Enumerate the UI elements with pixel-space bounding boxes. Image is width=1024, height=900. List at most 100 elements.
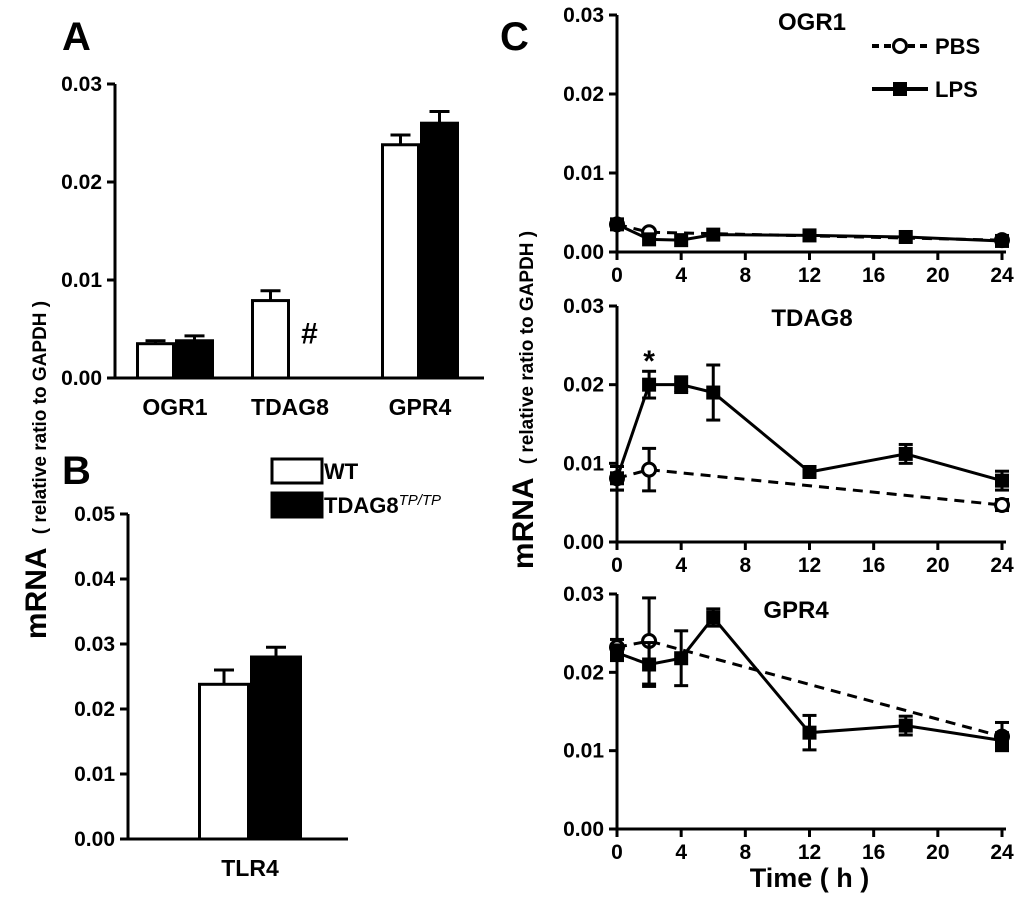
ab-y-axis-label: mRNA ( relative ratio to GAPDH ) xyxy=(20,301,53,639)
panel-c2-x-tick-label: 4 xyxy=(675,554,687,577)
data-point-lps xyxy=(610,471,624,486)
bar-ogr1-wt xyxy=(136,342,175,380)
panel-c2-significance-star: * xyxy=(643,345,655,378)
panel-c3-y-tick-label: 0.03 xyxy=(563,583,604,606)
panel-c3-x-tick-label: 8 xyxy=(739,841,751,864)
panel-c1-y-tick-label: 0.01 xyxy=(563,162,604,185)
panel-c2-y-tick-label: 0.01 xyxy=(563,452,604,475)
data-point-lps xyxy=(898,229,913,244)
panel-c-ogr1-chart: 0.00 0.01 0.02 0.03 0 4 8 12 16 20 24 OGR1 xyxy=(563,4,1014,287)
panel-c1-x-tick-label: 8 xyxy=(739,264,751,287)
panel-c3-x-tick-label: 4 xyxy=(675,841,687,864)
legend-marker-pbs xyxy=(892,38,908,54)
data-point-lps xyxy=(674,651,689,666)
x-category-label: GPR4 xyxy=(389,394,452,420)
legend-label-pbs: PBS xyxy=(935,34,980,59)
legend-c: PBS LPS xyxy=(872,34,980,102)
panel-c1-title: OGR1 xyxy=(778,9,846,36)
panel-c2-x-tick-label: 12 xyxy=(798,554,821,577)
data-point-lps xyxy=(995,233,1009,248)
data-point-lps xyxy=(642,657,657,672)
data-point-lps xyxy=(610,645,624,660)
c-y-axis-label: mRNA ( relative ratio to GAPDH ) xyxy=(507,231,540,569)
legend-swatch-mutant xyxy=(270,491,324,519)
data-point-lps xyxy=(898,446,913,461)
legend-label-mutant-sup: TP/TP xyxy=(399,492,442,509)
bar-tlr4-mutant xyxy=(250,655,302,841)
data-point-lps xyxy=(674,377,689,392)
data-point-lps xyxy=(802,464,817,479)
x-axis-label: Time ( h ) xyxy=(750,863,870,893)
panel-c2-y-tick-label: 0.02 xyxy=(563,374,604,397)
bar-ogr1-mutant xyxy=(175,339,214,380)
c-y-axis-label-sub: ( relative ratio to GAPDH ) xyxy=(517,231,538,464)
panel-c2-x-tick-label: 16 xyxy=(862,554,885,577)
panel-c2-x-tick-label: 24 xyxy=(990,554,1014,577)
ab-y-axis-label-sub: ( relative ratio to GAPDH ) xyxy=(30,301,51,534)
panel-a-y-tick-label: 0.01 xyxy=(61,269,102,292)
series-line-pbs xyxy=(616,639,1003,739)
panel-c1-x-tick-label: 16 xyxy=(862,264,885,287)
panel-b-bar-chart: 0.00 0.01 0.02 0.03 0.04 0.05 TLR4 xyxy=(74,503,348,881)
panel-label-a: A xyxy=(62,15,91,59)
significance-hash-annotation: # xyxy=(301,318,318,351)
legend-label-wt: WT xyxy=(324,459,359,484)
data-point-pbs xyxy=(641,461,658,478)
panel-c3-y-tick-label: 0.01 xyxy=(563,740,604,763)
panel-c1-x-tick-label: 20 xyxy=(926,264,949,287)
data-point-lps xyxy=(898,718,913,733)
c-y-axis-label-main: mRNA xyxy=(507,478,540,569)
panel-a-y-tick-label: 0.03 xyxy=(61,73,102,96)
data-point-lps xyxy=(642,377,657,392)
panel-c3-x-tick-label: 12 xyxy=(798,841,821,864)
panel-a-bar-chart: 0.00 0.01 0.02 0.03 OGR1 TDAG8 GPR4 # xyxy=(61,73,484,420)
panel-c-gpr4-chart: 0.00 0.01 0.02 0.03 0 4 8 12 16 20 24 GPR4 Time ( h … xyxy=(563,583,1014,893)
panel-b-y-tick-label: 0.00 xyxy=(74,828,115,851)
panel-a-y-tick-label: 0.02 xyxy=(61,171,102,194)
data-point-pbs xyxy=(994,497,1010,514)
panel-c3-x-tick-label: 0 xyxy=(611,841,623,864)
data-point-lps xyxy=(995,733,1009,748)
panel-b-y-tick-label: 0.03 xyxy=(74,633,115,656)
panel-c-tdag8-chart: 0.00 0.01 0.02 0.03 0 4 8 12 16 20 24 TDAG8 * xyxy=(563,295,1014,577)
bar-gpr4-wt xyxy=(381,143,420,380)
bar-gpr4-mutant xyxy=(420,121,459,380)
panel-c2-x-tick-label: 8 xyxy=(739,554,751,577)
data-point-lps xyxy=(706,227,721,242)
bar-tdag8-wt xyxy=(251,299,290,380)
panel-label-c: C xyxy=(500,15,529,59)
panel-c3-title: GPR4 xyxy=(763,597,829,624)
ab-y-axis-label-main: mRNA xyxy=(20,548,53,639)
x-category-label: OGR1 xyxy=(142,394,207,420)
data-point-lps xyxy=(706,610,721,625)
bar-tlr4-wt xyxy=(198,682,250,841)
panel-b-y-tick-label: 0.05 xyxy=(74,503,115,526)
panel-c1-x-tick-label: 4 xyxy=(675,264,687,287)
panel-c3-x-tick-label: 20 xyxy=(926,841,949,864)
legend-ab: WT TDAG8TP/TP xyxy=(270,457,442,519)
panel-label-b: B xyxy=(62,449,91,493)
panel-b-y-tick-label: 0.01 xyxy=(74,763,115,786)
panel-c3-x-tick-label: 24 xyxy=(990,841,1014,864)
x-category-label: TLR4 xyxy=(221,855,279,881)
panel-c3-x-tick-label: 16 xyxy=(862,841,885,864)
data-point-lps xyxy=(642,232,657,247)
data-point-lps xyxy=(674,233,689,248)
panel-c2-y-tick-label: 0.03 xyxy=(563,295,604,318)
panel-c3-y-tick-label: 0.02 xyxy=(563,661,604,684)
panel-b-y-tick-label: 0.02 xyxy=(74,698,115,721)
x-category-label: TDAG8 xyxy=(251,394,329,420)
panel-c2-y-tick-label: 0.00 xyxy=(563,531,604,554)
data-point-lps xyxy=(802,725,817,740)
legend-swatch-wt xyxy=(270,457,324,485)
panel-c2-title: TDAG8 xyxy=(771,305,852,332)
data-point-lps xyxy=(706,385,721,400)
legend-label-mutant-base: TDAG8 xyxy=(324,493,399,518)
panel-c1-x-tick-label: 0 xyxy=(611,264,623,287)
data-point-lps xyxy=(802,228,817,243)
panel-c1-x-tick-label: 24 xyxy=(990,264,1014,287)
panel-c1-y-tick-label: 0.03 xyxy=(563,4,604,27)
panel-a-y-tick-label: 0.00 xyxy=(61,367,102,390)
panel-c1-y-tick-label: 0.02 xyxy=(563,83,604,106)
panel-c2-x-tick-label: 20 xyxy=(926,554,949,577)
